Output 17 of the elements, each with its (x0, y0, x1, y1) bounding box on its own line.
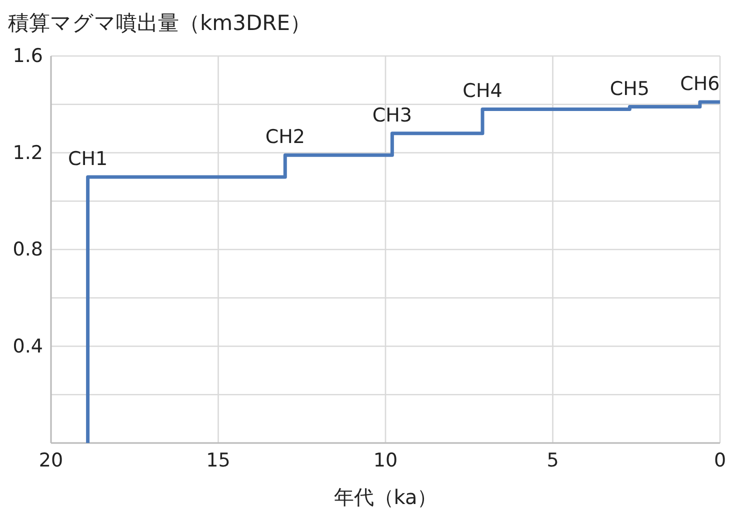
x-tick-label: 15 (206, 449, 230, 472)
annotation: CH4 (462, 80, 502, 102)
annotation: CH5 (610, 78, 650, 100)
annotation: CH2 (265, 126, 305, 148)
x-tick-label: 10 (373, 449, 398, 472)
annotation: CH1 (68, 148, 108, 170)
y-tick-label: 1.6 (12, 45, 43, 68)
y-tick-label: 1.2 (12, 142, 43, 164)
annotation: CH3 (372, 104, 412, 126)
x-tick-label: 5 (546, 449, 559, 472)
y-tick-label: 0.8 (12, 238, 43, 261)
y-tick-label: 0.4 (12, 335, 43, 358)
x-tick-label: 20 (38, 449, 64, 472)
annotation: CH6 (680, 72, 720, 95)
chart-title: 積算マグマ噴出量（km3DRE） (8, 11, 312, 35)
x-tick-label: 0 (714, 449, 726, 472)
x-axis-title: 年代（ka） (334, 485, 438, 509)
